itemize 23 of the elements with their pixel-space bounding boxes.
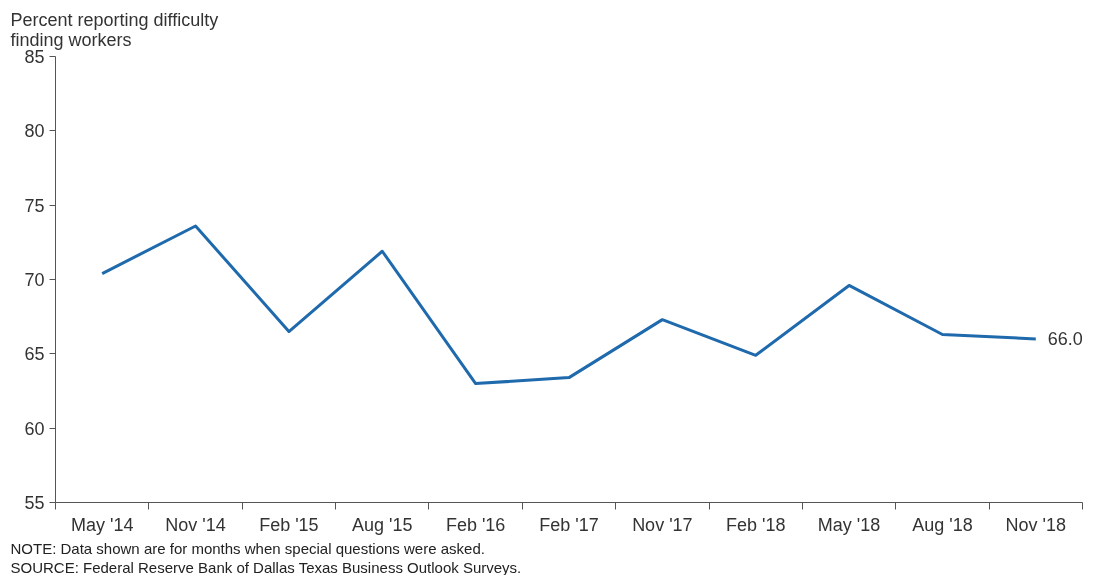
x-tick-label: Feb '16: [445, 514, 506, 535]
x-tick-label: May '18: [817, 514, 881, 535]
x-tick-label: May '14: [70, 514, 134, 535]
x-tick-label: Aug '18: [912, 514, 973, 535]
y-axis-title: Percent reporting difficulty finding workers: [10, 9, 219, 50]
x-tick-label: Aug '15: [352, 514, 413, 535]
source-note: SOURCE: Federal Reserve Bank of Dallas Texas Business Outlook Surveys.: [10, 558, 522, 576]
text: NOTE: Data shown are for months when special questions were asked.: [10, 539, 485, 557]
x-tick-label: Feb '15: [259, 514, 319, 535]
x-tick-label: Nov '18: [1005, 514, 1067, 535]
data-label: 66.0: [1047, 329, 1083, 350]
x-tick-label: Nov '14: [165, 514, 226, 535]
x-tick-label: Feb '17: [539, 514, 599, 535]
y-tick-label: 70: [24, 270, 45, 290]
line-series: [100, 224, 1038, 386]
y-tick-label: 85: [24, 47, 45, 67]
y-tick-label: 65: [24, 344, 45, 365]
x-tick-label: Nov '17: [632, 514, 693, 535]
x-tick-label: Feb '18: [725, 514, 786, 535]
y-tick-label: 55: [24, 493, 45, 513]
y-tick-label: 80: [24, 121, 45, 142]
y-tick-label: 60: [24, 418, 45, 439]
y-tick-label: 75: [24, 195, 45, 216]
